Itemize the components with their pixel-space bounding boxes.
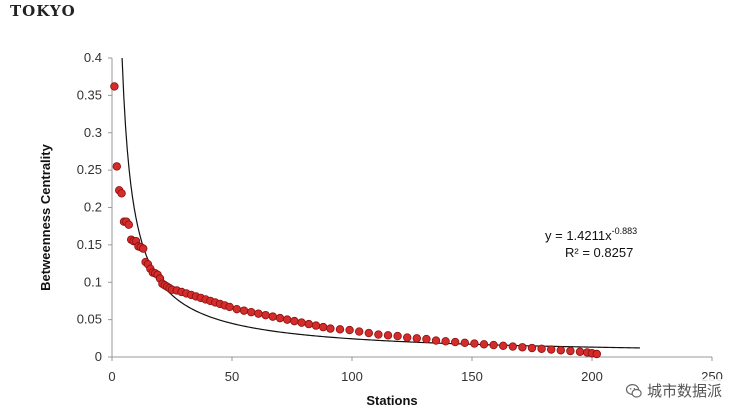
data-point: [110, 82, 119, 91]
data-point: [489, 340, 498, 350]
data-points: [110, 82, 601, 359]
data-point: [335, 325, 345, 334]
data-point: [275, 313, 285, 323]
trendline-equation: y = 1.4211x-0.883: [545, 226, 637, 243]
data-point: [374, 330, 383, 339]
data-point: [518, 343, 527, 352]
x-tick-label: 100: [341, 369, 363, 384]
data-point: [254, 309, 263, 318]
y-tick-label: 0: [95, 349, 102, 364]
r-squared-label: R² = 0.8257: [565, 245, 633, 260]
data-point: [527, 343, 537, 353]
equation-exponent: -0.883: [612, 226, 638, 236]
chart-title: TOKYO: [10, 2, 76, 20]
y-tick-label: 0.15: [77, 237, 102, 252]
data-point: [508, 342, 517, 351]
data-point: [326, 324, 335, 333]
x-tick-label: 200: [581, 369, 603, 384]
data-point: [124, 220, 133, 229]
data-point: [112, 162, 121, 171]
data-point: [537, 344, 546, 353]
data-point: [547, 345, 556, 354]
x-tick-label: 0: [108, 369, 115, 384]
y-tick-label: 0.2: [84, 200, 102, 215]
watermark-text: 城市数据派: [646, 382, 722, 400]
data-point: [261, 310, 270, 320]
y-tick-label: 0.4: [84, 50, 102, 65]
data-point: [441, 337, 450, 346]
data-point: [470, 339, 479, 348]
data-point: [383, 331, 393, 340]
watermark: 城市数据派: [620, 379, 726, 402]
data-point: [460, 338, 469, 347]
x-axis-label: Stations: [366, 393, 417, 408]
y-axis-label: Betweenness Centrality: [38, 143, 53, 290]
data-point: [499, 341, 508, 350]
data-point: [422, 334, 431, 344]
y-tick-label: 0.05: [77, 312, 102, 327]
y-tick-label: 0.35: [77, 87, 102, 102]
data-point: [355, 327, 364, 336]
data-point: [592, 349, 601, 359]
data-point: [138, 244, 148, 253]
data-point: [412, 334, 421, 343]
data-point: [319, 322, 328, 332]
data-point: [232, 304, 241, 314]
equation-base: y = 1.4211x: [545, 228, 612, 243]
data-point: [304, 319, 313, 329]
data-point: [345, 325, 354, 335]
data-point: [364, 328, 373, 338]
data-point: [290, 316, 299, 326]
data-point: [239, 306, 249, 315]
x-tick-label: 50: [225, 369, 239, 384]
data-point: [431, 336, 441, 345]
axes: [108, 57, 713, 361]
data-point: [297, 318, 306, 327]
data-point: [566, 346, 575, 356]
y-tick-label: 0.25: [77, 162, 102, 177]
data-point: [268, 312, 277, 321]
data-point: [283, 315, 292, 324]
data-point: [225, 302, 234, 312]
x-tick-label: 150: [461, 369, 483, 384]
trendline: [121, 57, 641, 349]
data-point: [246, 307, 256, 317]
y-tick-label: 0.1: [84, 274, 102, 289]
data-point: [479, 340, 489, 349]
data-point: [117, 189, 126, 198]
wechat-logo-icon: [625, 383, 642, 398]
data-point: [556, 346, 565, 355]
data-point: [393, 331, 402, 341]
trendline-path: [121, 57, 641, 349]
data-point: [403, 333, 412, 342]
data-point: [311, 321, 321, 330]
data-point: [575, 347, 585, 356]
y-tick-label: 0.3: [84, 125, 102, 140]
data-point: [451, 337, 460, 347]
